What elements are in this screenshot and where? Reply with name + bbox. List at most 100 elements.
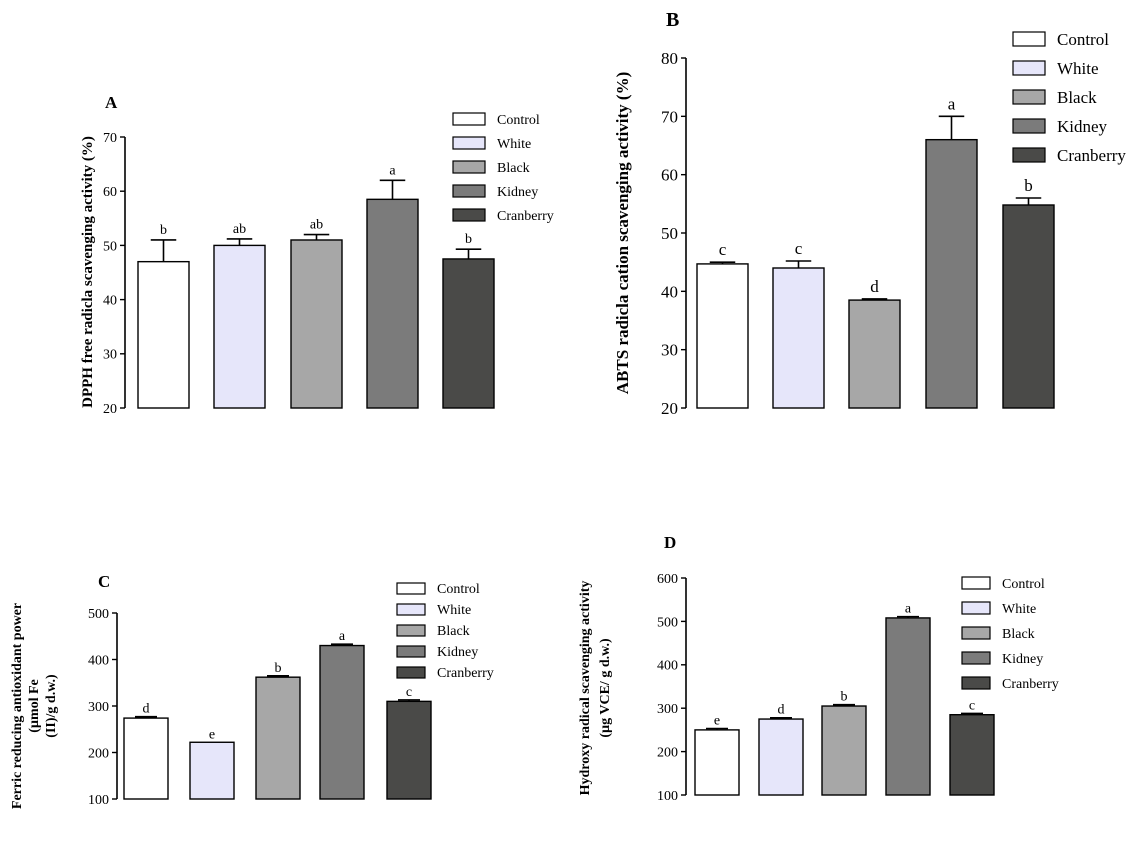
legend-label: White	[437, 603, 471, 618]
legend-swatch	[961, 626, 991, 640]
y-tick-label: 500	[657, 615, 678, 630]
significance-letter: e	[209, 727, 215, 742]
y-tick-label: 500	[88, 607, 109, 622]
legend-swatch	[452, 184, 486, 198]
panel-letter: B	[666, 9, 679, 31]
legend-swatch	[396, 645, 426, 658]
bar	[758, 718, 804, 796]
bar	[821, 705, 867, 796]
legend-label: Control	[1057, 30, 1109, 49]
legend-swatch	[396, 624, 426, 637]
y-axis-label: ABTS radicla cation scavenging activity …	[613, 72, 632, 395]
significance-letter: c	[969, 698, 975, 713]
bar	[925, 138, 978, 409]
legend-swatch	[1012, 89, 1046, 105]
bar	[386, 700, 432, 800]
legend-label: Black	[437, 624, 470, 639]
y-tick-label: 400	[88, 653, 109, 668]
y-axis-label: (µmol Fe	[27, 679, 42, 733]
legend-swatch	[396, 666, 426, 679]
y-axis-label: Hydroxy radical scavenging activity	[578, 581, 593, 796]
panel-b: B 20 30 40 50 60 70 80 ABTS radicla cation scave…	[613, 9, 1126, 418]
bar	[442, 258, 495, 409]
legend-label: Black	[1002, 627, 1035, 642]
y-axis-label: (II)/g d.w.)	[44, 674, 59, 738]
y-axis-label: Ferric reducing antioxidant power	[10, 603, 25, 809]
significance-letter: c	[719, 240, 727, 259]
y-tick-label: 80	[661, 49, 678, 68]
legend-label: Kidney	[497, 185, 538, 200]
y-tick-label: 300	[657, 702, 678, 717]
legend-label: Cranberry	[1002, 677, 1059, 692]
bar	[885, 617, 931, 796]
legend-swatch	[1012, 31, 1046, 47]
legend-swatch	[1012, 147, 1046, 163]
legend-label: Control	[437, 582, 480, 597]
y-axis-label: (µg VCE/ g d.w.)	[598, 638, 613, 738]
bar	[1002, 204, 1055, 409]
y-tick-label: 40	[103, 294, 117, 309]
legend-swatch	[396, 582, 426, 595]
y-tick-label: 200	[88, 746, 109, 761]
bar	[123, 717, 169, 800]
legend-label: Kidney	[1002, 652, 1043, 667]
legend-label: Kidney	[1057, 117, 1108, 136]
y-tick-label: 40	[661, 282, 678, 301]
y-tick-label: 60	[103, 185, 117, 200]
significance-letter: d	[143, 702, 150, 717]
significance-letter: a	[948, 94, 956, 113]
legend-swatch	[452, 160, 486, 174]
y-tick-label: 50	[661, 224, 678, 243]
legend-swatch	[961, 676, 991, 690]
y-tick-label: 200	[657, 746, 678, 761]
bar	[189, 741, 235, 800]
significance-letter: ab	[310, 218, 323, 233]
significance-letter: d	[778, 703, 785, 718]
legend-label: Black	[497, 161, 530, 176]
y-tick-label: 30	[661, 341, 678, 360]
legend-label: White	[497, 137, 531, 152]
significance-letter: c	[406, 685, 412, 700]
significance-letter: b	[275, 661, 282, 676]
significance-letter: b	[160, 223, 167, 238]
significance-letter: d	[870, 277, 879, 296]
legend-label: Control	[497, 113, 540, 128]
legend-swatch	[961, 651, 991, 665]
legend-swatch	[452, 208, 486, 222]
y-tick-label: 400	[657, 659, 678, 674]
legend-label: Control	[1002, 577, 1045, 592]
y-tick-label: 70	[661, 107, 678, 126]
y-tick-label: 600	[657, 572, 678, 587]
y-tick-label: 30	[103, 348, 117, 363]
bar	[694, 729, 740, 796]
legend-label: Kidney	[437, 645, 478, 660]
significance-letter: ab	[233, 222, 246, 237]
legend-label: Black	[1057, 88, 1097, 107]
legend-label: White	[1057, 59, 1099, 78]
legend-swatch	[1012, 118, 1046, 134]
panel-a: A 20 30 40 50 60 70 DPPH free radicla scavengin…	[80, 93, 554, 417]
significance-letter: a	[389, 163, 396, 178]
y-axis-label: DPPH free radicla scavenging activity (%…	[80, 136, 96, 408]
bar	[319, 644, 365, 800]
bar	[949, 714, 995, 796]
bar	[366, 198, 419, 409]
bar	[137, 260, 190, 409]
y-tick-label: 20	[661, 399, 678, 418]
y-tick-label: 100	[657, 789, 678, 804]
significance-letter: a	[905, 602, 912, 617]
significance-letter: c	[795, 239, 803, 258]
panel-d: D 100 200 300 400 500 600 Hydroxy radical scave…	[578, 533, 1059, 804]
panel-c: C 100 200 300 400 500 Ferric reducing antioxid…	[10, 572, 494, 809]
bar	[255, 676, 301, 800]
bar	[696, 263, 749, 409]
significance-letter: b	[465, 232, 472, 247]
bar	[848, 299, 901, 409]
significance-letter: b	[841, 690, 848, 705]
panel-letter: D	[664, 533, 676, 552]
y-tick-label: 60	[661, 166, 678, 185]
legend-swatch	[452, 136, 486, 150]
y-tick-label: 20	[103, 402, 117, 417]
significance-letter: b	[1024, 176, 1033, 195]
